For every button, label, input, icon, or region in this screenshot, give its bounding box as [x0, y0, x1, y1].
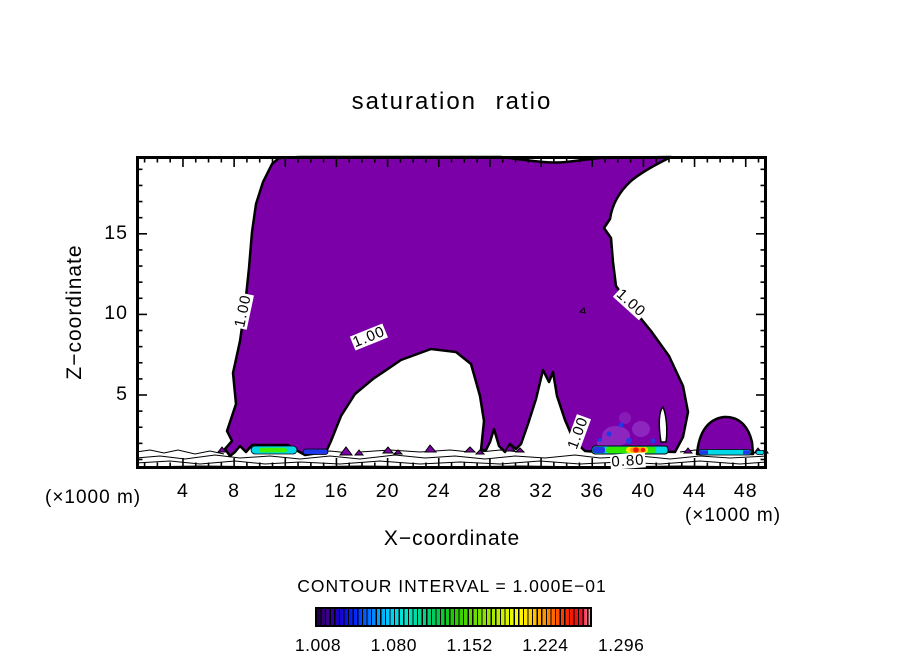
streak-left: [250, 445, 298, 455]
colorbar-tick-label: 1.008: [294, 635, 342, 654]
x-unit-left: (×1000 m): [45, 487, 142, 508]
z-tick-label: 10: [104, 302, 128, 325]
light-purple-patches: [597, 412, 650, 448]
x-tick-label: 28: [478, 480, 502, 502]
streak-under-dome: [698, 449, 765, 456]
x-tick-label: 12: [273, 480, 298, 502]
x-axis-label: X−coordinate: [383, 527, 521, 550]
x-unit-right: (×1000 m): [684, 505, 782, 526]
chart-title: saturation ratio: [351, 88, 553, 115]
x-tick-label: 8: [228, 480, 241, 502]
x-tick-label: 36: [580, 480, 605, 502]
x-tick-label: 24: [426, 480, 451, 502]
white-slit: [658, 405, 668, 443]
streak-right-main: [591, 422, 669, 455]
x-tick-label: 48: [733, 480, 758, 502]
z-tick-label: 15: [104, 221, 128, 244]
colorbar-tick-label: 1.080: [370, 635, 417, 654]
contour-line-label: 0.80: [609, 451, 647, 471]
saturation-region-main: [223, 155, 690, 458]
x-tick-label: 20: [375, 480, 400, 502]
colorbar-tick-label: 1.296: [598, 635, 645, 654]
plot-frame: [136, 156, 767, 469]
streak-blue: [302, 448, 329, 455]
z-tick-label: 5: [116, 383, 128, 405]
x-tick-label: 16: [324, 480, 349, 502]
x-tick-label: 4: [177, 480, 189, 502]
x-tick-label: 44: [682, 480, 707, 502]
colorbar-tick-label: 1.152: [446, 635, 493, 654]
x-tick-label: 40: [631, 480, 656, 502]
colorbar: [315, 607, 592, 627]
colorbar-tick-label: 1.224: [522, 635, 569, 654]
x-tick-label: 32: [529, 480, 553, 502]
saturation-region-dome: [695, 415, 755, 456]
contour-interval-text: CONTOUR INTERVAL = 1.000E−01: [297, 576, 607, 596]
